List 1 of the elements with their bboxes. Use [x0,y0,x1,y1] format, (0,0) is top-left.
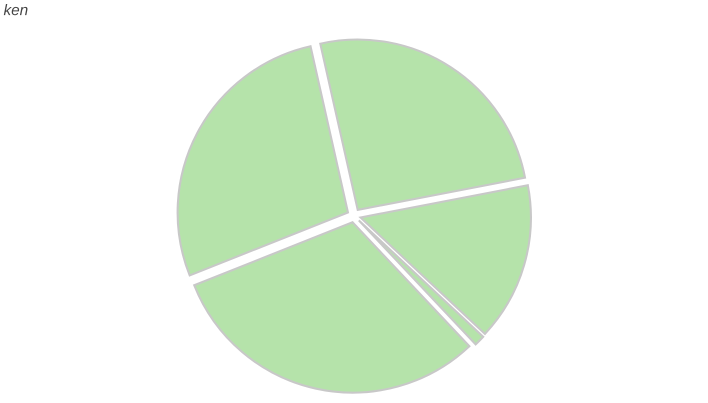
text: ken [4,4,28,16]
